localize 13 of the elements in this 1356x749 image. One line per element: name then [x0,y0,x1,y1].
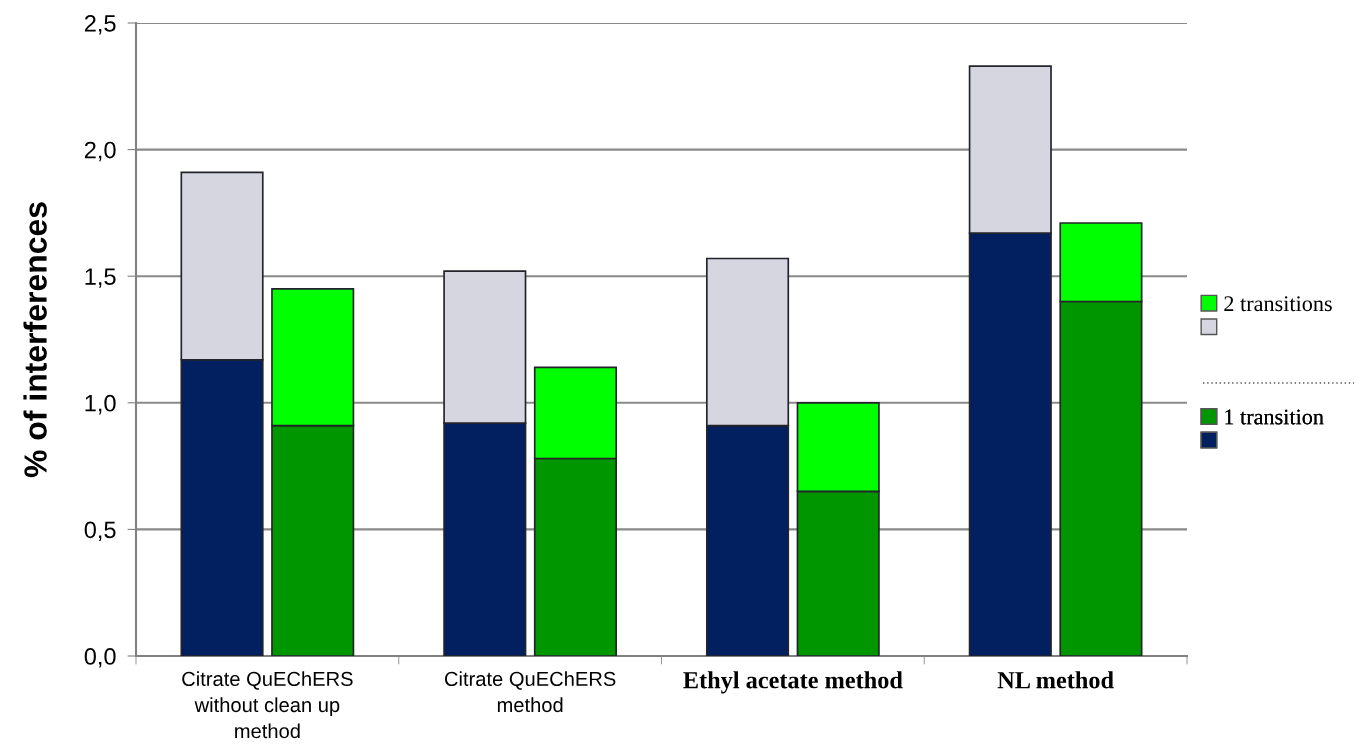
legend-label: 1 transition [1225,409,1324,425]
y-tick-label: 0,5 [84,521,116,541]
x-tick-label: Citrate QuEChERS without clean up method [182,671,353,739]
legend-label: 2 transitions [1224,296,1332,312]
y-tick-label: 2,0 [84,141,116,162]
x-tick-label: Ethyl acetate method [683,671,903,694]
x-tick-label: NL method [997,671,1114,689]
x-tick-label: Citrate QuEChERS method [444,671,616,713]
y-tick-label: 2,5 [84,15,116,35]
y-tick-label: 0,0 [84,648,116,668]
y-tick-label: 1,0 [85,394,116,415]
y-tick-label: 1,5 [85,268,116,288]
y-axis-title: % of interferences [23,202,47,478]
